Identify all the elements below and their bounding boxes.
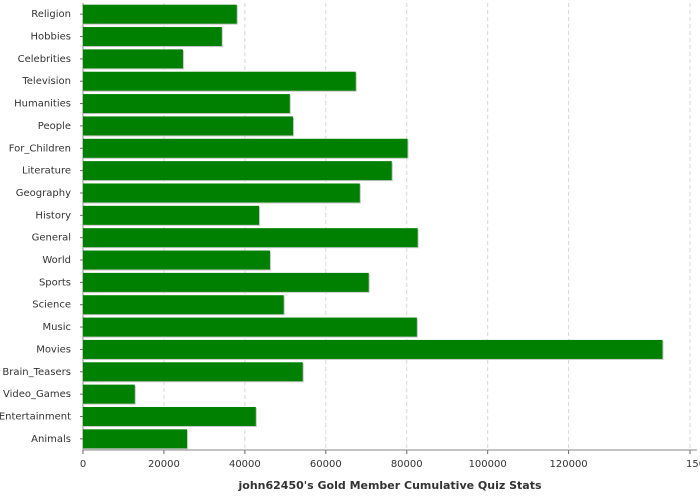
y-tick-label: History	[35, 210, 71, 221]
bar	[83, 116, 294, 136]
bar	[83, 138, 408, 158]
bar	[83, 183, 360, 203]
y-tick-label: Video_Games	[3, 389, 71, 400]
bar	[83, 94, 290, 114]
x-tick-label: 100000	[469, 459, 507, 470]
y-tick-label: Geography	[16, 188, 71, 199]
plot-area	[83, 3, 697, 450]
x-tick-label: 0	[80, 459, 86, 470]
bar	[83, 4, 237, 24]
y-tick-label: Humanities	[14, 99, 71, 110]
y-tick-label: Television	[21, 76, 71, 87]
bar	[83, 384, 135, 404]
bar	[83, 406, 256, 426]
y-tick-label: Entertainment	[0, 411, 71, 422]
y-tick-label: Science	[32, 300, 71, 311]
y-tick-label: Brain_Teasers	[2, 367, 71, 378]
bar	[83, 429, 187, 449]
y-tick-label: For_Children	[9, 143, 71, 154]
y-tick-label: People	[38, 121, 71, 132]
y-tick-label: Celebrities	[18, 54, 71, 65]
y-tick-label: Hobbies	[31, 32, 71, 43]
x-axis-label: john62450's Gold Member Cumulative Quiz …	[238, 479, 542, 492]
y-tick-label: Sports	[39, 277, 71, 288]
x-tick-label: 20000	[148, 459, 180, 470]
x-tick-label: 40000	[229, 459, 261, 470]
bar	[83, 205, 260, 225]
x-tick-label: 80000	[391, 459, 423, 470]
bar	[83, 339, 663, 359]
y-tick-label: World	[42, 255, 71, 266]
bar	[83, 228, 418, 248]
bar	[83, 362, 303, 382]
y-tick-label: Religion	[31, 9, 71, 20]
bar	[83, 272, 369, 292]
x-tick-label: 120000	[550, 459, 588, 470]
y-tick-label: Animals	[31, 434, 71, 445]
bar	[83, 49, 183, 69]
bar	[83, 317, 417, 337]
y-tick-label: Music	[43, 322, 71, 333]
bar	[83, 27, 222, 47]
bar	[83, 71, 356, 91]
x-tick-label: 60000	[310, 459, 342, 470]
y-tick-label: Movies	[36, 344, 71, 355]
bar	[83, 295, 284, 315]
y-tick-label: Literature	[22, 166, 71, 177]
bar	[83, 161, 392, 181]
x-tick-label: 1500	[686, 459, 700, 470]
y-tick-label: General	[32, 233, 71, 244]
bar	[83, 250, 270, 270]
